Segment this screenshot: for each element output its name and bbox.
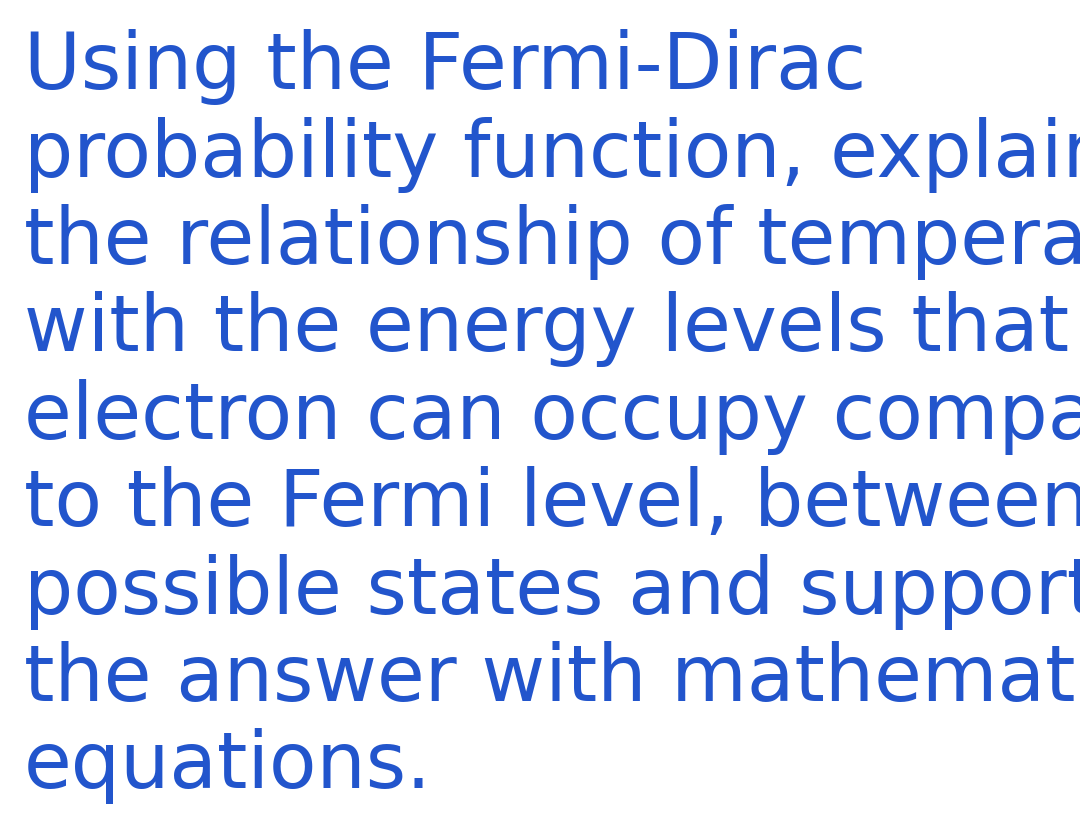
Text: equations.: equations. [24,728,432,804]
Text: to the Fermi level, between all: to the Fermi level, between all [24,466,1080,542]
Text: with the energy levels that an: with the energy levels that an [24,291,1080,367]
Text: possible states and support: possible states and support [24,554,1080,629]
Text: the answer with mathematical: the answer with mathematical [24,641,1080,717]
Text: probability function, explain: probability function, explain [24,117,1080,192]
Text: Using the Fermi-Dirac: Using the Fermi-Dirac [24,29,866,105]
Text: electron can occupy compared: electron can occupy compared [24,379,1080,454]
Text: the relationship of temperature: the relationship of temperature [24,204,1080,280]
